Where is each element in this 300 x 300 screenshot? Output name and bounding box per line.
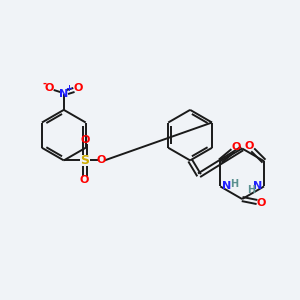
Text: O: O bbox=[97, 155, 106, 165]
Text: O: O bbox=[80, 175, 89, 185]
Text: H: H bbox=[248, 185, 256, 195]
Text: +: + bbox=[65, 84, 72, 93]
Text: O: O bbox=[232, 142, 241, 152]
Text: N: N bbox=[59, 88, 68, 98]
Text: O: O bbox=[44, 83, 54, 94]
Text: N: N bbox=[222, 182, 231, 191]
Text: O: O bbox=[244, 141, 254, 151]
Text: -: - bbox=[43, 78, 46, 88]
Text: O: O bbox=[256, 199, 266, 208]
Text: H: H bbox=[230, 179, 238, 189]
Text: S: S bbox=[80, 154, 89, 167]
Text: O: O bbox=[74, 83, 83, 94]
Text: O: O bbox=[80, 135, 90, 145]
Text: N: N bbox=[253, 182, 262, 191]
